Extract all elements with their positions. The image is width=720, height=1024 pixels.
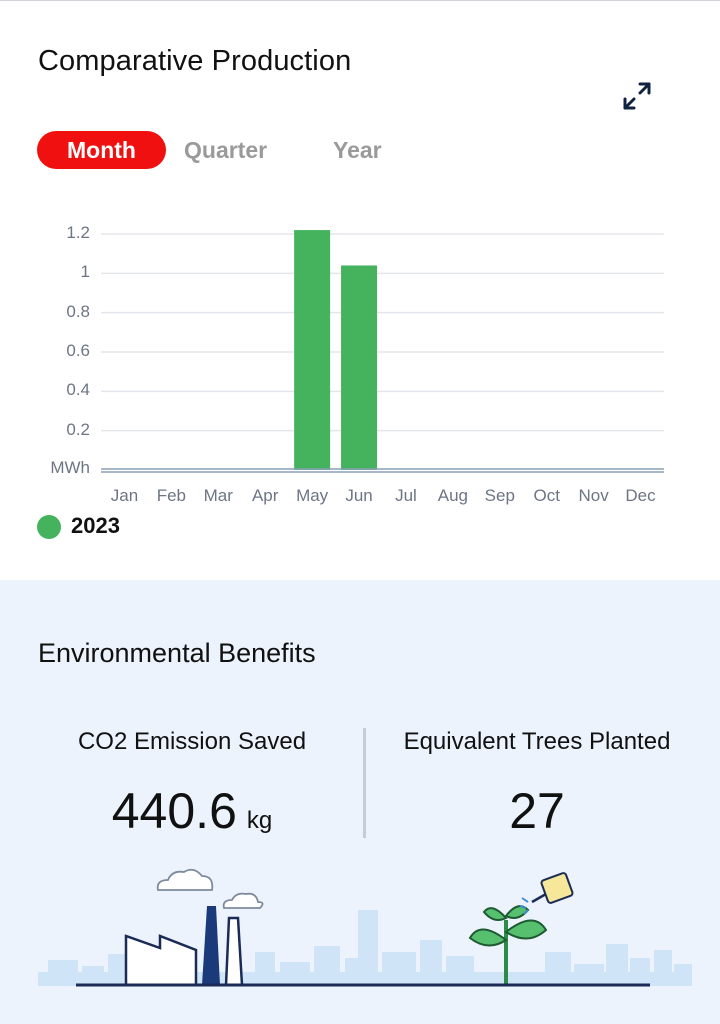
section-title-production: Comparative Production — [38, 45, 352, 77]
bar-jun[interactable] — [341, 265, 378, 470]
legend-dot — [37, 515, 61, 539]
section-title-environment: Environmental Benefits — [38, 638, 316, 668]
y-tick-label: 1 — [80, 262, 90, 282]
legend-label: 2023 — [71, 513, 120, 538]
environment-illustration — [38, 868, 692, 987]
y-tick-label: 0.2 — [66, 419, 90, 439]
x-tick-label: Apr — [251, 486, 279, 505]
y-tick-label: 1.2 — [66, 223, 90, 242]
y-axis-unit-label: MWh — [50, 458, 90, 477]
watering-can-icon — [519, 872, 574, 915]
x-tick-label: May — [296, 486, 329, 505]
y-tick-label: 0.4 — [66, 380, 90, 400]
x-tick-label: Jul — [395, 486, 417, 505]
expand-arrows-icon[interactable] — [620, 79, 654, 113]
tab-month[interactable]: Month — [37, 131, 166, 169]
cloud-icon — [156, 868, 264, 909]
x-tick-label: Jun — [345, 486, 373, 505]
x-tick-label: Mar — [203, 486, 233, 505]
x-tick-label: Oct — [533, 486, 560, 505]
y-tick-label: 0.6 — [66, 341, 90, 360]
y-tick-label: 0.8 — [66, 301, 90, 321]
co2-number: 440.6 — [111, 783, 237, 839]
co2-label: CO2 Emission Saved — [77, 728, 307, 755]
comparative-production-card: Comparative Production Month Quarter Yea… — [0, 1, 720, 579]
environmental-benefits-section: Environmental Benefits CO2 Emission Save… — [0, 580, 720, 1024]
factory-icon — [124, 906, 244, 987]
tab-quarter[interactable]: Quarter — [184, 137, 268, 163]
x-tick-label: Dec — [625, 486, 656, 505]
x-tick-label: Jan — [110, 486, 139, 505]
x-tick-label: Feb — [156, 486, 187, 505]
stats-divider — [363, 728, 366, 838]
tab-year[interactable]: Year — [333, 137, 382, 163]
x-tick-label: Sep — [484, 486, 515, 505]
city-skyline — [38, 910, 692, 986]
bar-may[interactable] — [294, 230, 331, 470]
co2-value: 440.6 kg — [40, 782, 344, 840]
top-divider — [0, 0, 720, 1]
x-tick-label: Aug — [437, 486, 468, 505]
production-bar-chart — [101, 230, 664, 473]
x-tick-label: Nov — [578, 486, 609, 505]
trees-label: Equivalent Trees Planted — [403, 728, 671, 755]
plant-icon — [468, 905, 548, 985]
trees-value: 27 — [509, 783, 565, 839]
co2-unit: kg — [246, 807, 273, 834]
